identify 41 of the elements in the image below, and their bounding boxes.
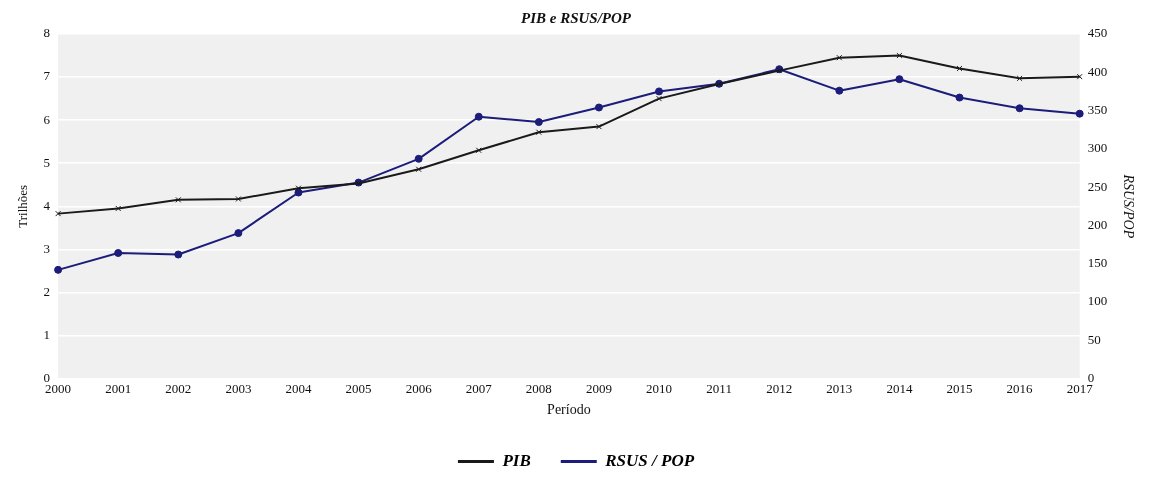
y2-tick-label: 0 — [1087, 370, 1095, 386]
x-tick-label: 2012 — [766, 380, 793, 396]
y-tick-label: 2 — [43, 283, 51, 299]
x-tick-label: 2003 — [225, 380, 252, 396]
legend-label: PIB — [501, 450, 531, 470]
y2-tick-label: 50 — [1087, 331, 1101, 347]
y2-tick-label: 100 — [1087, 293, 1108, 309]
y2-tick-label: 350 — [1087, 102, 1108, 117]
legend-label: RSUS / POP — [604, 450, 695, 470]
y-tick-label: 1 — [43, 326, 51, 342]
x-axis-title: Período — [547, 402, 591, 418]
x-tick-label: 2011 — [706, 380, 732, 396]
x-tick-label: 2004 — [285, 380, 312, 396]
y2-axis-title: RSUS/POP — [1120, 173, 1136, 239]
y-tick-label: 0 — [43, 370, 51, 386]
x-tick-label: 2008 — [525, 380, 552, 396]
y-tick-label: 8 — [43, 25, 51, 41]
x-tick-label: 2005 — [345, 380, 372, 396]
x-tick-label: 2013 — [826, 380, 853, 396]
y2-tick-label: 250 — [1087, 178, 1108, 194]
y-tick-label: 4 — [43, 197, 51, 213]
y-tick-label: 6 — [43, 111, 51, 127]
x-tick-label: 2001 — [105, 380, 132, 396]
y2-tick-label: 450 — [1087, 25, 1108, 41]
x-tick-label: 2007 — [465, 380, 493, 396]
x-tick-label: 2006 — [405, 380, 433, 396]
y-tick-label: 5 — [43, 154, 51, 170]
y2-tick-label: 150 — [1087, 255, 1108, 271]
y2-tick-label: 400 — [1087, 63, 1108, 79]
y-tick-label: 3 — [43, 240, 51, 256]
y-tick-label: 7 — [43, 68, 51, 84]
y-axis-title: Trilhões — [15, 184, 31, 228]
x-tick-label: 2010 — [646, 380, 673, 396]
x-tick-label: 2015 — [946, 380, 973, 396]
x-tick-label: 2014 — [886, 380, 913, 396]
y2-tick-label: 200 — [1087, 216, 1108, 232]
x-tick-label: 2002 — [165, 380, 192, 396]
y2-tick-label: 300 — [1087, 140, 1108, 156]
x-tick-label: 2016 — [1006, 380, 1034, 396]
x-tick-label: 2009 — [585, 380, 612, 396]
chart-title: PIB e RSUS/POP — [520, 9, 632, 26]
